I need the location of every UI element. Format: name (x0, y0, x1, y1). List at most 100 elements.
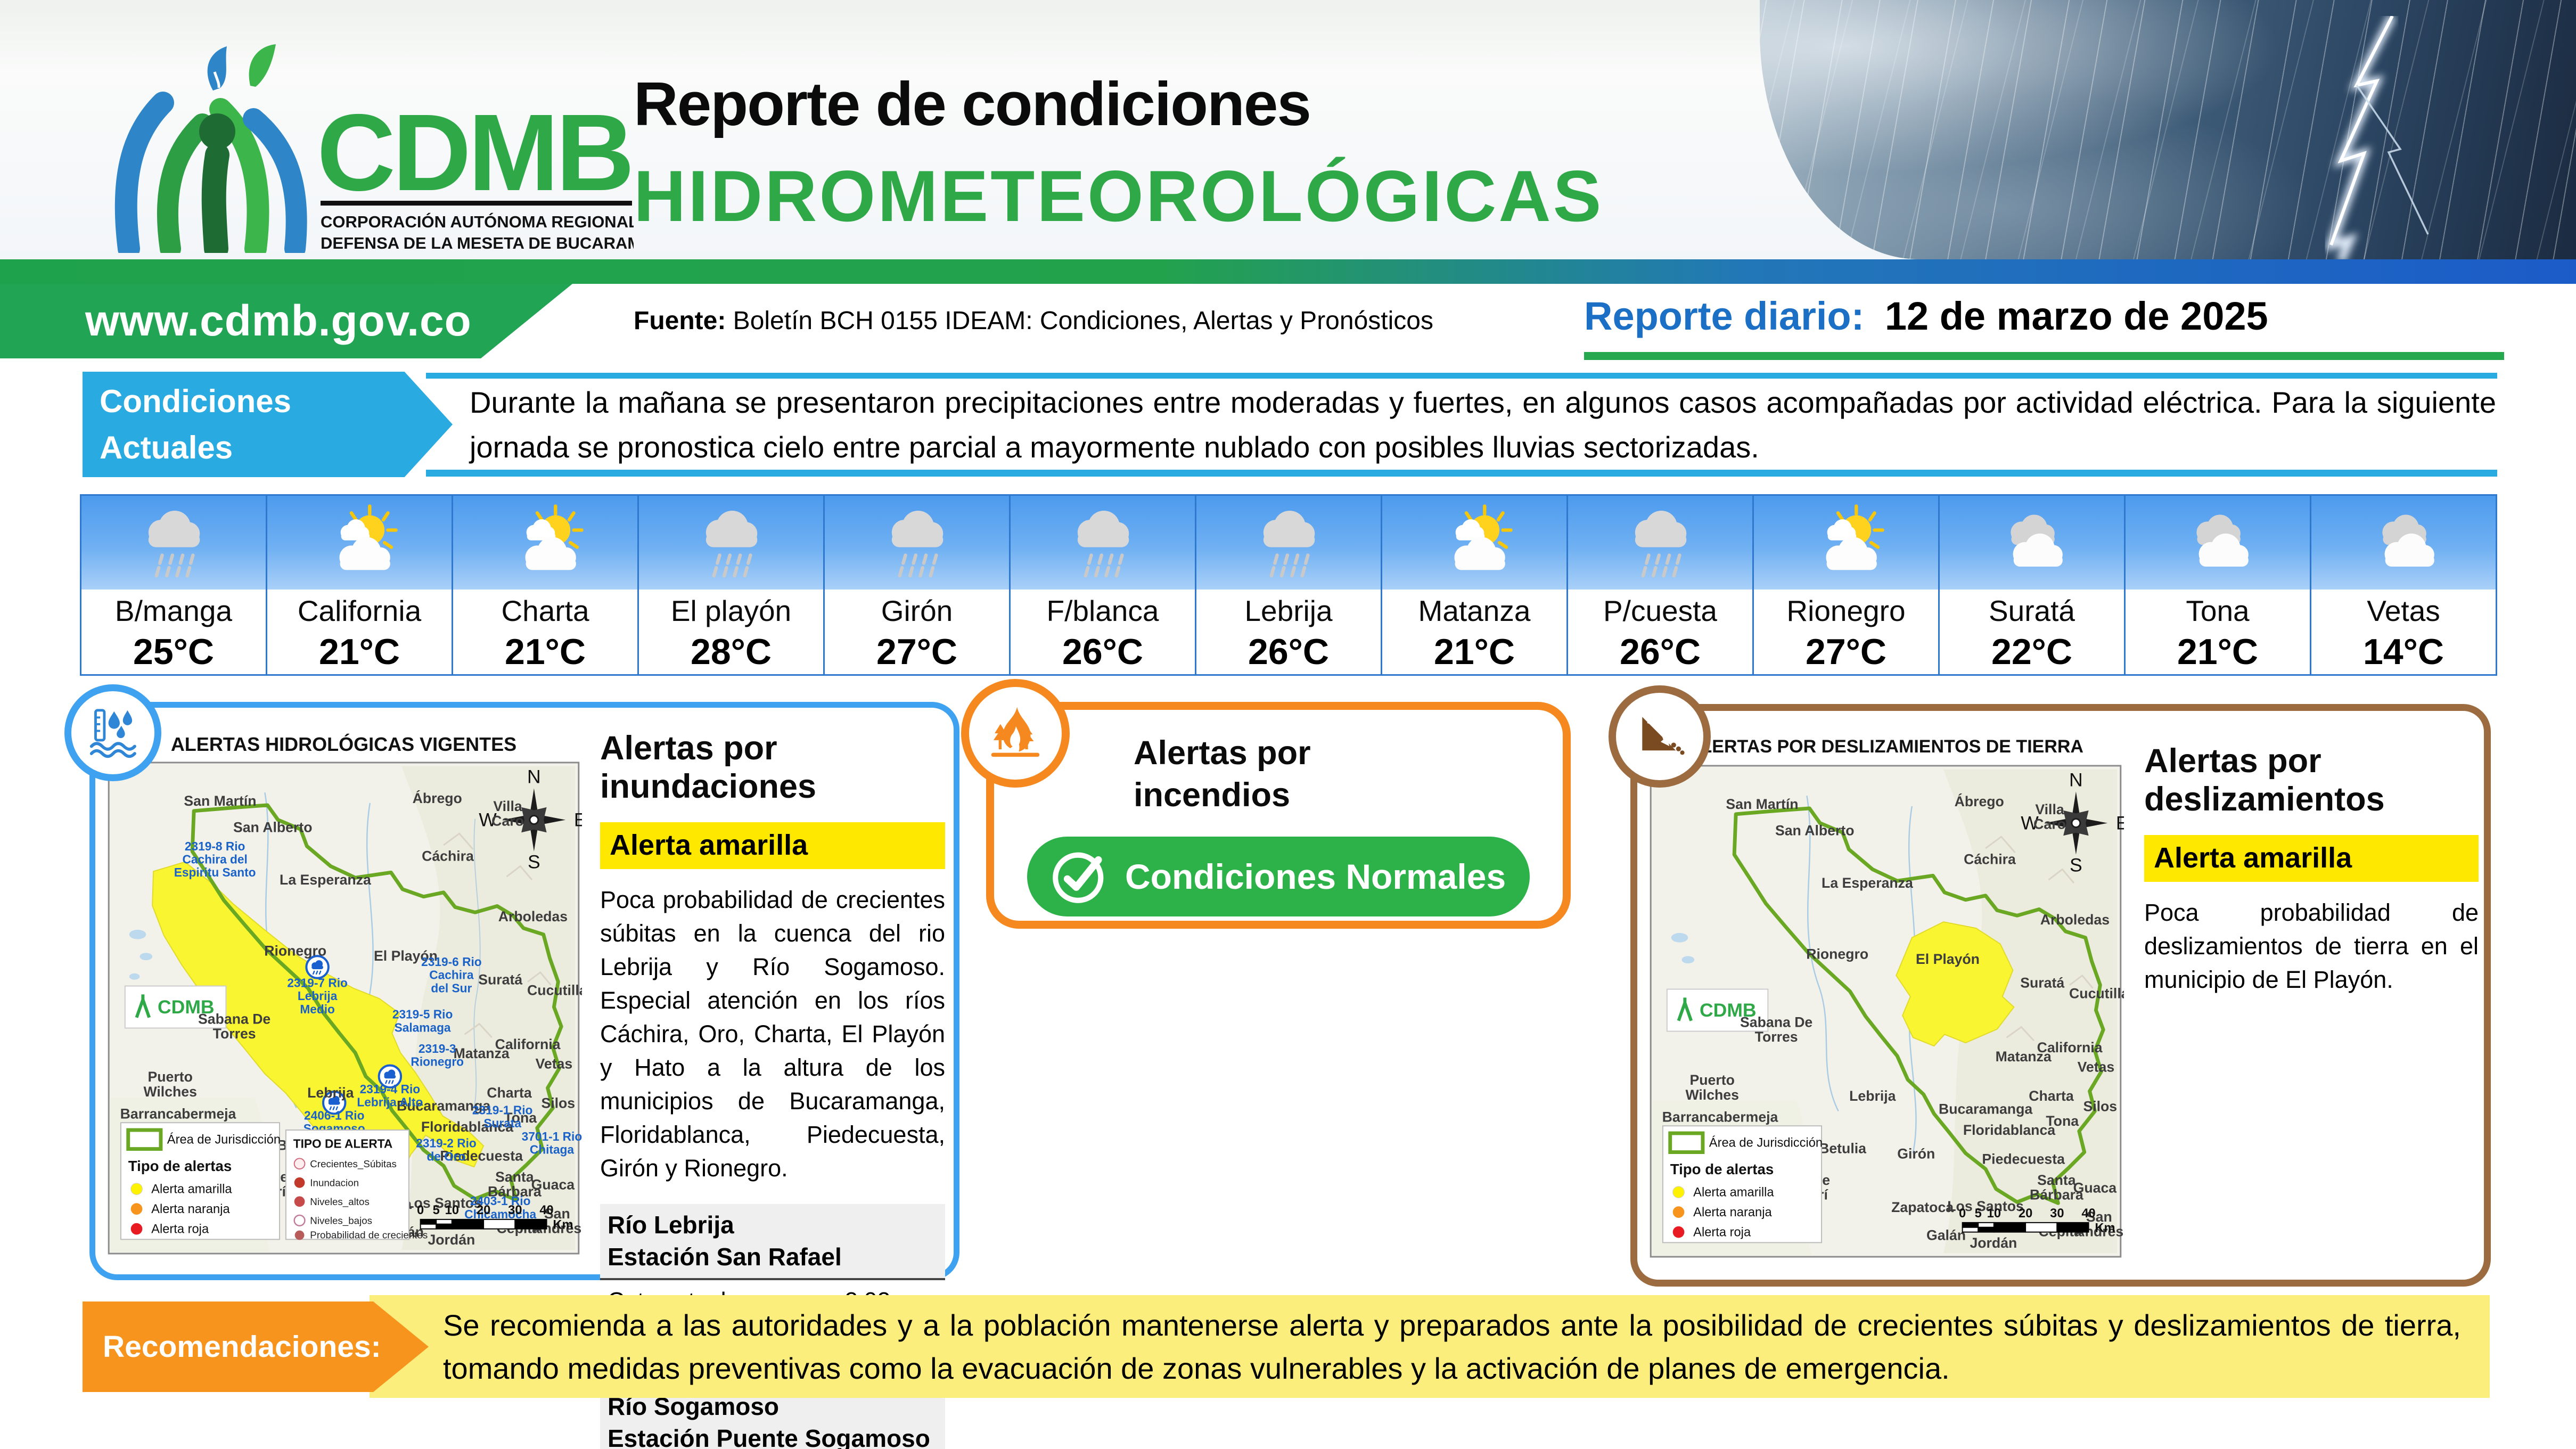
svg-text:Niveles_bajos: Niveles_bajos (310, 1215, 372, 1227)
map-place-label: Lebrija (1849, 1088, 1896, 1104)
svg-text:S: S (2070, 854, 2082, 875)
svg-text:Alerta roja: Alerta roja (1693, 1226, 1751, 1240)
map-place-label: Cáchira (1964, 852, 2016, 867)
map-place-label: San Martín (1726, 796, 1798, 812)
station-river: Río Lebrija (608, 1210, 734, 1239)
map-place-label: San Alberto (1775, 822, 1855, 838)
report-date-value: 12 de marzo de 2025 (1884, 294, 2268, 338)
rain-streaks (1760, 0, 2576, 259)
map-river-label: 2319-3 Rionegro (411, 1042, 464, 1069)
svg-text:Niveles_altos: Niveles_altos (310, 1196, 370, 1208)
map-place-label: Galán (1926, 1227, 1966, 1243)
svg-text:Alerta amarilla: Alerta amarilla (1693, 1186, 1774, 1200)
weather-city-name: B/manga (114, 594, 233, 627)
map-place-label: Bucaramanga (397, 1098, 490, 1114)
water-level-badge (64, 684, 161, 781)
weather-cell: Tona 21°C (2126, 496, 2311, 674)
svg-text:Área de Jurisdicción: Área de Jurisdicción (1709, 1136, 1823, 1150)
map-legend: Área de Jurisdicción Tipo de alertas Ale… (1662, 1125, 1823, 1243)
logo-subtitle-1: CORPORACIÓN AUTÓNOMA REGIONAL PARA LA (321, 212, 634, 231)
map-place-label: Villa Caro (491, 798, 524, 829)
jurisdiction-boundary (1732, 806, 2105, 1205)
rain-icon (639, 496, 823, 590)
flood-alert-level-badge: Alerta amarilla (600, 822, 945, 869)
map-place-label: Cáchira (422, 848, 474, 864)
map-place-label: Zapatoca (1891, 1199, 1954, 1215)
svg-text:W: W (479, 809, 497, 830)
map-river-label: 2319-8 Rio Cachira del Espiritu Santo (174, 839, 256, 879)
svg-text:E: E (2116, 812, 2124, 833)
map-place-label: Los Santos (405, 1195, 482, 1211)
svg-text:Alerta amarilla: Alerta amarilla (151, 1183, 232, 1197)
svg-text:W: W (2021, 812, 2039, 833)
flood-title: Alertas por inundaciones (600, 730, 817, 806)
weather-cell: Girón 27°C (825, 496, 1011, 674)
map-place-label: Silos (2083, 1099, 2117, 1115)
landslide-map: N S W E CDMB San Martín San Alberto Ábrego… (1650, 765, 2124, 1258)
logo-drop-leaf (207, 46, 227, 91)
map-place-label: Charta (487, 1085, 532, 1101)
map-river-label: 2319-5 Rio Salamaga (392, 1008, 453, 1035)
page-title-line1: Reporte de condiciones (634, 69, 1311, 138)
svg-text:Alerta roja: Alerta roja (151, 1223, 209, 1237)
weather-temperature: 14°C (2363, 632, 2444, 672)
map-place-label: El Playón (1916, 951, 1980, 967)
cloudy-icon (1940, 496, 2124, 590)
source-label: Fuente: (634, 307, 726, 335)
landslide-alert-panel: ALERTAS POR DESLIZAMIENTOS DE TIERRA (1609, 685, 2491, 1287)
map-place-label: Villa Caro (2033, 801, 2066, 832)
map-place-label: California (495, 1036, 561, 1052)
weather-cell: Vetas 14°C (2311, 496, 2496, 674)
map-place-label: Lebrija (307, 1085, 354, 1101)
weather-temperature: 21°C (2177, 632, 2258, 672)
flood-alert-panel: ALERTAS HIDROLÓGICAS VIGENTES (64, 684, 959, 1449)
map-place-label: Sabana De Torres (198, 1011, 270, 1042)
weather-cell: B/manga 25°C (81, 496, 267, 674)
compass-rose: N S W E (2021, 769, 2124, 875)
map-place-label: Bucaramanga (1939, 1101, 2032, 1117)
weather-city-name: Rionegro (1786, 594, 1906, 627)
partly-icon (1382, 496, 1566, 590)
lightning-icon (2324, 16, 2429, 259)
landslide-icon (1642, 717, 1685, 755)
map-place-label: Suratá (2020, 975, 2064, 991)
fire-status-text: Condiciones Normales (1125, 857, 1506, 896)
map-place-label: Guaca (2073, 1180, 2117, 1196)
svg-text:40: 40 (2081, 1207, 2095, 1221)
water-level-icon (89, 709, 136, 758)
source-line: Fuente: Boletín BCH 0155 IDEAM: Condicio… (634, 306, 1433, 335)
svg-text:Área de Jurisdicción: Área de Jurisdicción (167, 1133, 281, 1147)
flood-map-title: ALERTAS HIDROLÓGICAS VIGENTES (170, 733, 517, 755)
map-place-label: Piedecuesta (440, 1148, 523, 1164)
svg-text:Alerta naranja: Alerta naranja (1693, 1206, 1772, 1219)
map-place-label: La Esperanza (280, 872, 371, 888)
map-place-label: Guaca (531, 1177, 575, 1193)
landslide-badge (1609, 685, 1711, 788)
map-place-label: El Playón (374, 948, 438, 964)
map-mini-logo: CDMB (124, 985, 227, 1029)
weather-temperature: 25°C (133, 632, 214, 672)
weather-cell: Matanza 21°C (1382, 496, 1568, 674)
source-text: Boletín BCH 0155 IDEAM: Condiciones, Ale… (733, 307, 1433, 335)
jurisdiction-boundary (190, 803, 563, 1202)
recommendations-label: Recomendaciones: (83, 1301, 429, 1392)
map-place-label: Charta (2029, 1088, 2074, 1104)
map-place-label: Cucutilla (2069, 985, 2124, 1001)
header-gradient-bar (0, 259, 2576, 284)
fire-badge (961, 679, 1070, 788)
map-place-label: La Esperanza (1822, 875, 1913, 891)
map-place-label: Piedecuesta (1982, 1151, 2065, 1167)
landslide-map-card: ALERTAS POR DESLIZAMIENTOS DE TIERRA (1645, 723, 2127, 1264)
map-place-label: Puerto Wilches (143, 1069, 196, 1100)
weather-cell: El playón 28°C (639, 496, 825, 674)
weather-city-name: Lebrija (1244, 594, 1333, 627)
svg-text:TIPO DE ALERTA: TIPO DE ALERTA (293, 1137, 393, 1151)
map-river-label: 2319-4 Rio Lebrija Alto (357, 1082, 423, 1109)
map-place-label: Rionegro (1806, 946, 1868, 962)
website-flag: www.cdmb.gov.co (0, 284, 572, 358)
svg-text:N: N (527, 766, 541, 787)
scale-bar: 0 5 10 20 30 40 Km (1959, 1207, 2115, 1235)
map-place-label: Floridablanca (1963, 1122, 2055, 1138)
map-place-label: Vetas (536, 1056, 573, 1072)
rain-markers (305, 955, 403, 1115)
